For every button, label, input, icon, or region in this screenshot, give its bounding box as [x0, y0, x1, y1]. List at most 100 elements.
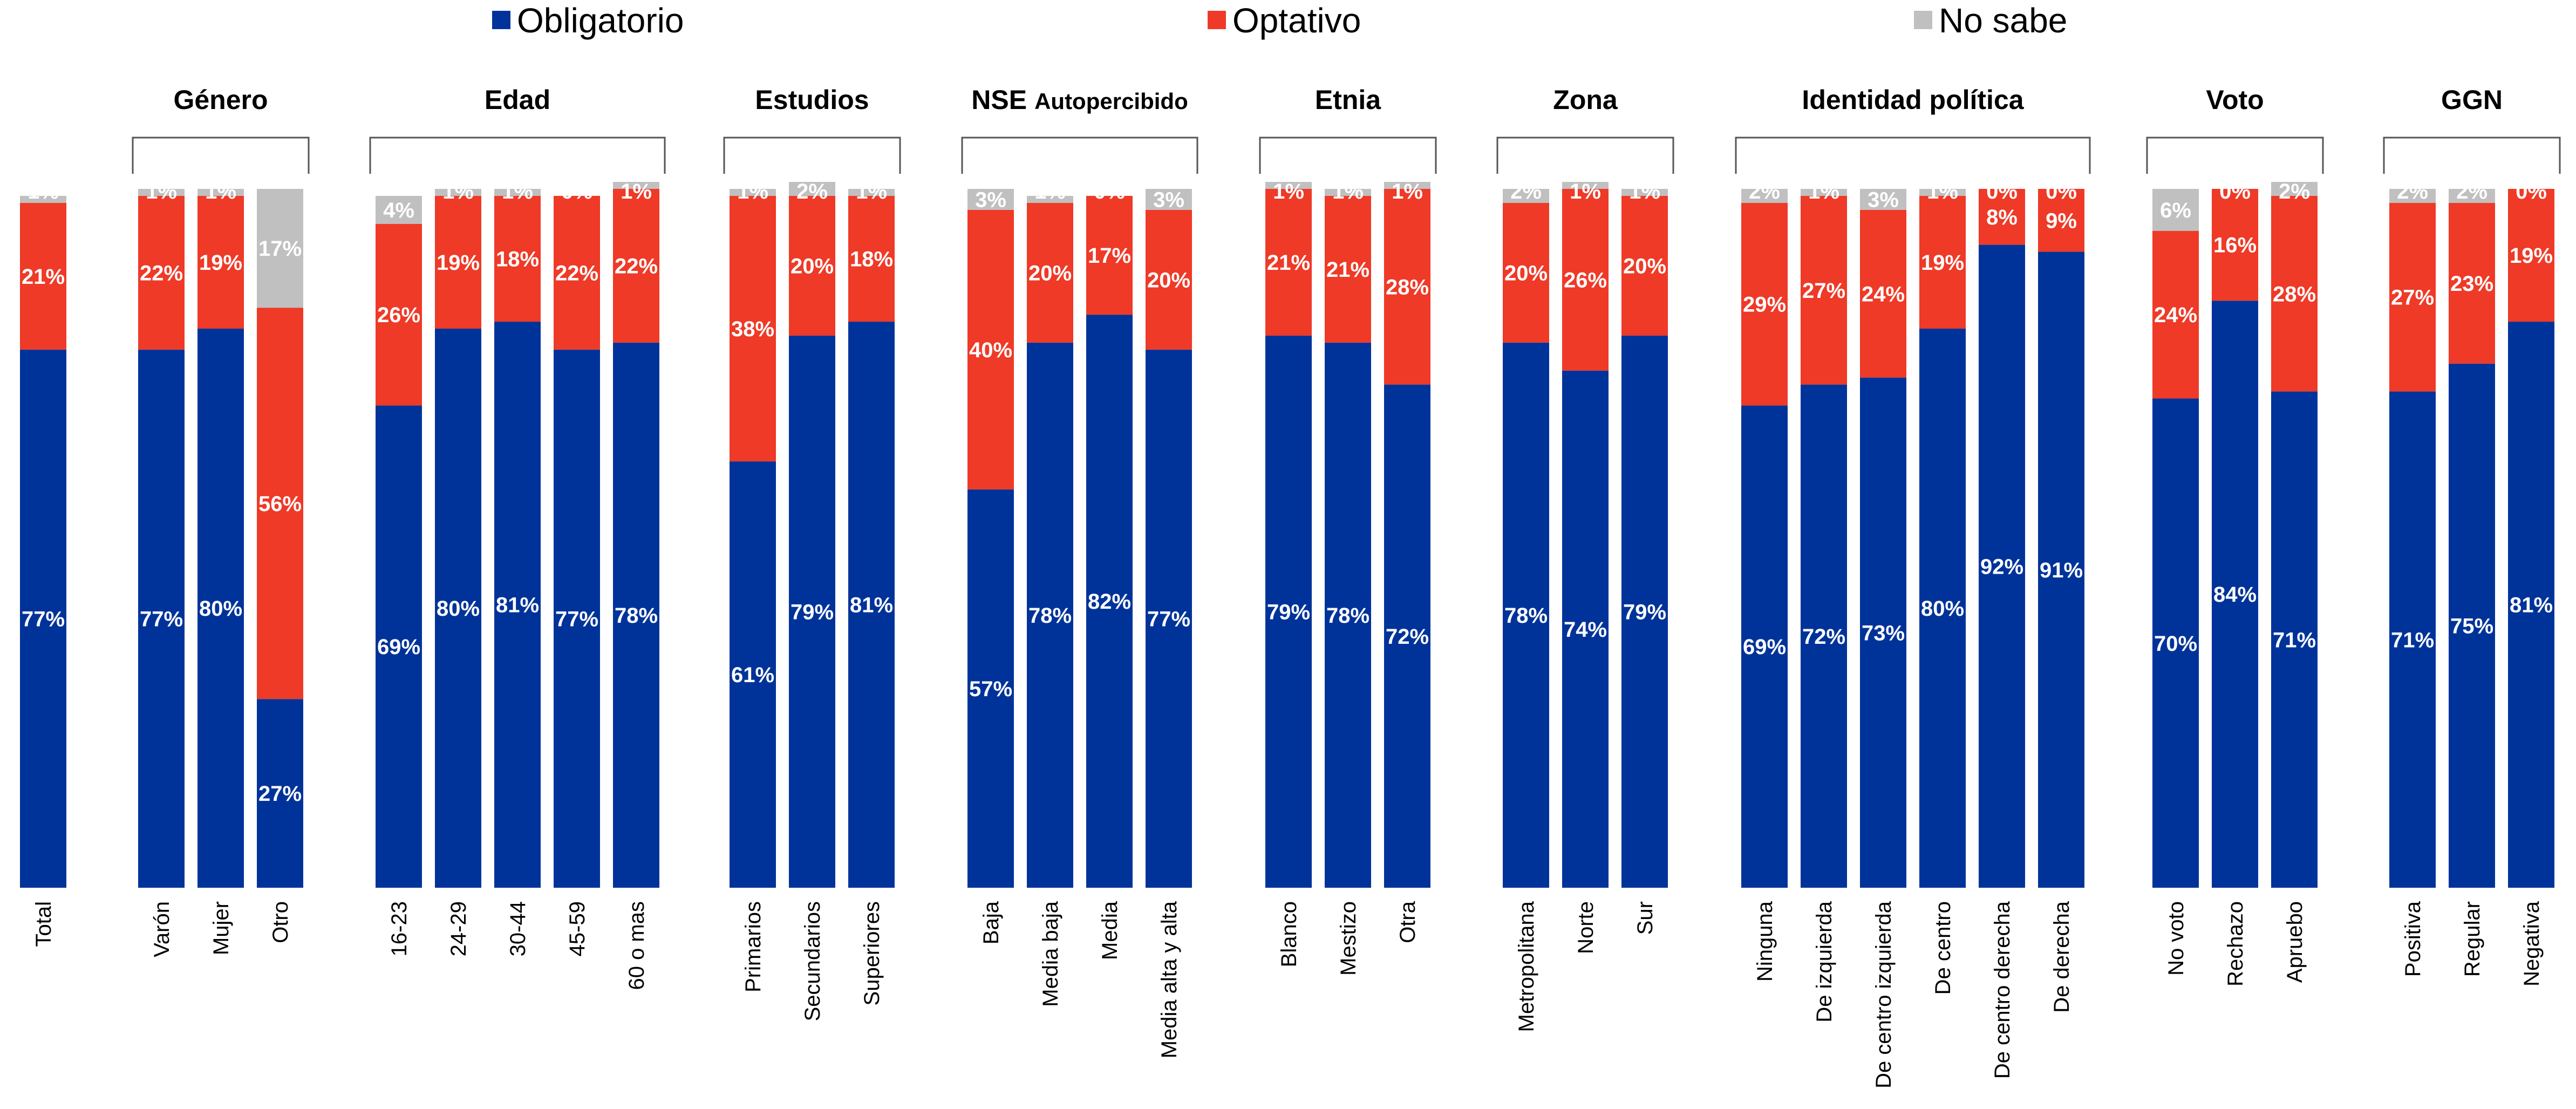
value-label-obligatorio: 79%: [1267, 600, 1310, 624]
category-label: Rechazo: [2224, 901, 2247, 986]
segment-optativo: [554, 195, 600, 350]
value-label-optativo: 21%: [1326, 258, 1369, 282]
bar-metropolitana: 78% 20% 2% Metropolitana: [1503, 180, 1549, 1032]
segment-obligatorio: [197, 329, 244, 888]
value-label-obligatorio: 78%: [1326, 604, 1369, 628]
segment-nosabe: [613, 182, 659, 189]
bar-de-centro: 80% 19% 1% De centro: [1919, 180, 1966, 995]
value-label-nosabe: 1%: [1570, 180, 1601, 203]
value-label-nosabe: 0%: [561, 180, 592, 203]
segment-obligatorio: [2212, 301, 2258, 888]
bar-negativa: 81% 19% 0% Negativa: [2508, 180, 2554, 986]
segment-obligatorio: [848, 322, 895, 888]
category-label: 45-59: [565, 901, 589, 956]
value-label-obligatorio: 71%: [2273, 628, 2316, 652]
segment-nosabe: [1860, 189, 1906, 210]
value-label-obligatorio: 77%: [555, 607, 598, 631]
category-label: Media: [1098, 901, 1122, 960]
value-label-obligatorio: 74%: [1564, 618, 1607, 642]
legend-swatch-nosabe: [1914, 11, 1932, 29]
value-label-nosabe: 0%: [1094, 180, 1125, 203]
value-label-nosabe: 2%: [1510, 180, 1542, 203]
segment-optativo: [20, 202, 66, 350]
segment-optativo: [1027, 202, 1073, 343]
group-bracket: [2383, 137, 2561, 174]
bar-apruebo: 71% 28% 2% Apruebo: [2271, 180, 2318, 983]
category-label: 30-44: [506, 901, 530, 956]
segment-optativo: [2449, 202, 2495, 364]
value-label-optativo: 9%: [2046, 209, 2077, 233]
value-label-nosabe: 1%: [1629, 180, 1660, 203]
group-7: Identidad política 69% 29% 2% Ninguna 72% 27% 1…: [1735, 85, 2091, 1088]
value-label-obligatorio: 69%: [1743, 635, 1786, 659]
group-title: GGN: [2441, 85, 2503, 115]
segment-optativo: [1801, 195, 1847, 385]
segment-nosabe: [197, 189, 244, 196]
category-label: De centro derecha: [1991, 901, 2014, 1079]
value-label-nosabe: 1%: [621, 180, 652, 203]
category-label: Mujer: [209, 901, 233, 955]
segment-optativo: [967, 209, 1014, 489]
value-label-nosabe: 0%: [2219, 180, 2251, 203]
category-label: Negativa: [2520, 901, 2544, 986]
segment-obligatorio: [435, 329, 481, 888]
segment-obligatorio: [138, 349, 185, 888]
value-label-optativo: 20%: [1504, 261, 1548, 285]
segment-obligatorio: [2271, 391, 2318, 888]
value-label-obligatorio: 82%: [1088, 590, 1131, 614]
group-title: Edad: [485, 85, 550, 115]
value-label-nosabe: 3%: [1868, 188, 1899, 212]
group-bracket: [723, 137, 901, 174]
value-label-obligatorio: 80%: [437, 597, 480, 621]
value-label-optativo: 23%: [2450, 272, 2493, 296]
value-label-nosabe: 2%: [2279, 180, 2310, 203]
category-label: No voto: [2164, 901, 2188, 976]
segment-optativo: [2508, 189, 2554, 322]
category-label: Blanco: [1277, 901, 1301, 967]
group-bracket: [2146, 137, 2324, 174]
category-label: Metropolitana: [1515, 901, 1538, 1032]
value-label-optativo: 20%: [1147, 268, 1190, 292]
category-label: Primarios: [741, 901, 765, 992]
bar-mestizo: 78% 21% 1% Mestizo: [1325, 180, 1371, 976]
value-label-nosabe: 1%: [1332, 180, 1364, 203]
legend-swatch-obligatorio: [492, 11, 510, 29]
bar-superiores: 81% 18% 1% Superiores: [848, 180, 895, 1005]
value-label-optativo: 29%: [1743, 293, 1786, 317]
segment-optativo: [2212, 189, 2258, 301]
category-label: Otro: [269, 901, 292, 943]
value-label-obligatorio: 78%: [1028, 604, 1072, 628]
value-label-optativo: 22%: [140, 261, 183, 285]
value-label-obligatorio: 92%: [1980, 555, 2023, 579]
value-label-obligatorio: 80%: [199, 597, 242, 621]
value-label-nosabe: 4%: [383, 199, 414, 222]
segment-nosabe: [1325, 189, 1371, 196]
segment-obligatorio: [1146, 349, 1192, 888]
value-label-optativo: 22%: [555, 261, 598, 285]
segment-optativo: [789, 195, 835, 336]
value-label-obligatorio: 91%: [2040, 559, 2083, 582]
segment-obligatorio: [1979, 244, 2025, 888]
segment-optativo: [1562, 189, 1609, 371]
value-label-nosabe: 6%: [2160, 199, 2191, 222]
bar-mujer: 80% 19% 1% Mujer: [197, 180, 244, 955]
segment-nosabe: [20, 195, 66, 203]
value-label-obligatorio: 77%: [1147, 607, 1190, 631]
category-label: Media alta y alta: [1157, 901, 1181, 1058]
legend-swatch-optativo: [1208, 11, 1226, 29]
category-label: Regular: [2461, 901, 2484, 977]
value-label-nosabe: 1%: [28, 180, 59, 203]
segment-nosabe: [1503, 189, 1549, 203]
value-label-obligatorio: 77%: [22, 607, 65, 631]
value-label-obligatorio: 81%: [496, 594, 539, 617]
value-label-optativo: 17%: [1088, 244, 1131, 268]
segment-nosabe: [1027, 195, 1073, 203]
bar-regular: 75% 23% 2% Regular: [2449, 180, 2495, 977]
bar-de-derecha: 91% 9% 0% De derecha: [2038, 180, 2084, 1013]
category-label: Secundarios: [801, 901, 824, 1021]
value-label-nosabe: 1%: [442, 180, 474, 203]
segment-obligatorio: [789, 335, 835, 888]
segment-optativo: [257, 308, 303, 699]
group-0: 77% 21% 1% Total: [20, 180, 66, 947]
value-label-optativo: 19%: [2510, 244, 2553, 268]
